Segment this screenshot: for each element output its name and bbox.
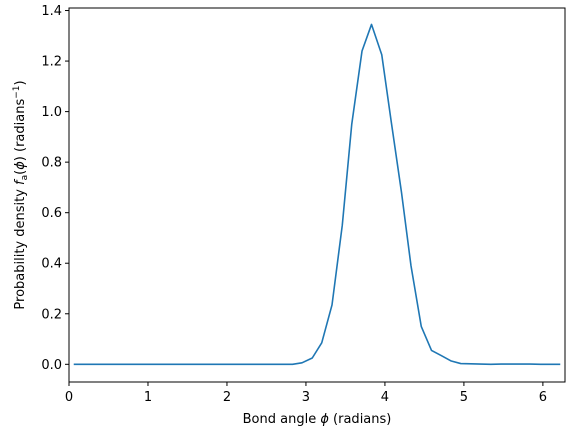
x-tick-label: 2 (223, 390, 231, 405)
y-tick-label: 0.6 (41, 206, 62, 221)
data-layer (73, 23, 561, 366)
x-tick-label: 1 (144, 390, 152, 405)
y-tick-label: 1.4 (41, 4, 62, 19)
series-line-0 (73, 23, 561, 366)
x-tick-label: 5 (460, 390, 468, 405)
y-tick-label: 1.2 (41, 55, 62, 70)
y-tick-label: 0.2 (41, 307, 62, 322)
x-tick-label: 4 (381, 390, 389, 405)
y-tick-label: 0.4 (41, 257, 62, 272)
x-axis-label: Bond angle ϕ (radians) (243, 412, 392, 427)
x-tick-label: 0 (65, 390, 73, 405)
y-tick-label: 0.8 (41, 156, 62, 171)
x-axis: 0 1 2 3 4 5 6 (65, 382, 547, 405)
y-tick-label: 0.0 (41, 358, 62, 373)
x-tick-label: 3 (302, 390, 310, 405)
plot-background (69, 8, 565, 382)
y-tick-label: 1.0 (41, 105, 62, 120)
x-tick-label: 6 (539, 390, 547, 405)
y-axis: 0.0 0.2 0.4 0.6 0.8 1.0 1.2 1.4 (41, 4, 69, 373)
y-axis-label: Probability density fa(ϕ) (radians−1) (12, 80, 30, 309)
plot-frame (68, 7, 566, 383)
